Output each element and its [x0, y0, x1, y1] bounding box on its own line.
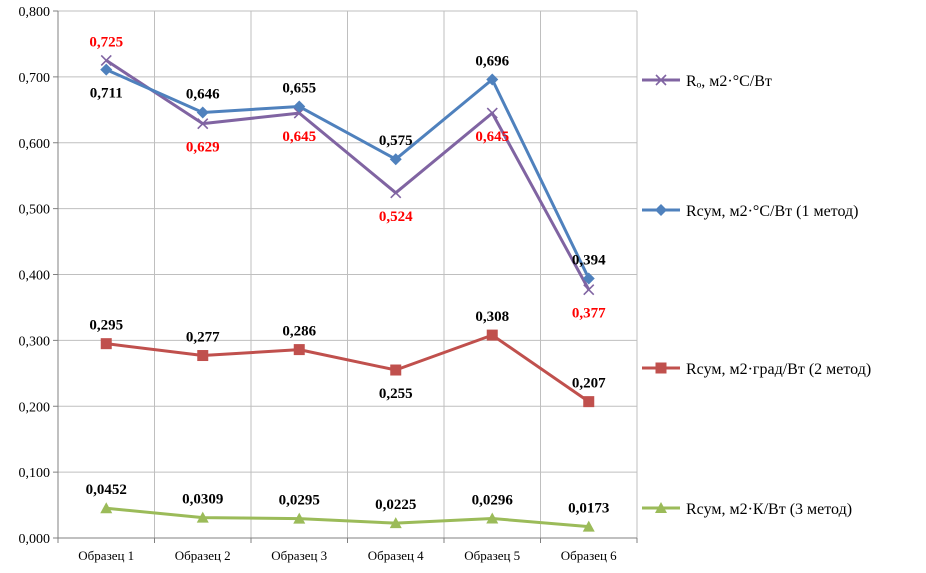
data-point-triangle-marker	[100, 502, 113, 514]
data-point-x-marker	[655, 74, 667, 86]
data-label: 0,308	[475, 309, 509, 325]
data-point-square-marker	[655, 362, 667, 374]
chart-data-labels: 0,725 0,629 0,645 0,524 0,645 0,377 0,711 0,646…	[86, 34, 610, 516]
data-label: 0,646	[186, 86, 220, 102]
data-point-triangle-marker	[293, 512, 306, 524]
data-label: 0,207	[572, 376, 606, 392]
series-line	[105, 68, 591, 280]
data-label: 0,0452	[86, 482, 127, 498]
data-label: 0,645	[475, 129, 509, 145]
legend-entry: Rₒ, м2·°С/Вт	[642, 73, 772, 90]
data-point-triangle-marker	[655, 502, 667, 513]
data-point-square-marker	[486, 329, 498, 341]
data-point-square-marker	[583, 396, 595, 408]
data-label: 0,286	[282, 324, 316, 340]
data-label: 0,711	[90, 86, 123, 102]
data-point-diamond-marker	[196, 106, 209, 119]
legend-entry: Rсум, м2·°С/Вт (1 метод)	[642, 203, 858, 220]
data-point-diamond-marker	[293, 100, 306, 113]
data-point-diamond-marker	[582, 272, 595, 285]
x-tick-label: Образец 3	[271, 548, 327, 563]
data-label: 0,394	[572, 252, 606, 268]
legend-entry: Rсум, м2·К/Вт (3 метод)	[642, 501, 852, 518]
data-point-x-marker	[486, 107, 498, 119]
data-point-triangle-marker	[389, 517, 402, 529]
data-label: 0,255	[379, 386, 413, 402]
data-point-square-marker	[100, 338, 112, 350]
series-line	[106, 506, 589, 529]
series-line	[105, 59, 591, 291]
data-point-diamond-marker	[389, 153, 402, 166]
data-point-square-marker	[390, 364, 402, 376]
data-label: 0,629	[186, 140, 220, 156]
x-tick-label: Образец 4	[368, 548, 424, 563]
data-point-diamond-marker	[655, 204, 667, 216]
series-line	[106, 333, 590, 403]
x-tick-label: Образец 1	[78, 548, 134, 563]
data-label: 0,0173	[568, 501, 609, 517]
data-point-x-marker	[197, 118, 209, 130]
chart-legend: Rₒ, м2·°С/Вт Rсум, м2·°С/Вт (1 метод) Rсум…	[642, 73, 871, 518]
data-label: 0,295	[89, 318, 123, 334]
data-point-x-marker	[390, 187, 402, 199]
chart-series	[100, 54, 595, 532]
data-label: 0,0309	[182, 492, 223, 508]
data-point-triangle-marker	[196, 511, 209, 523]
y-tick-label: 0,000	[19, 532, 51, 547]
legend-entry: Rсум, м2·град/Вт (2 метод)	[642, 361, 871, 378]
data-label: 0,0296	[472, 493, 514, 509]
data-point-triangle-marker	[486, 512, 499, 524]
legend-label: Rсум, м2·град/Вт (2 метод)	[686, 361, 871, 378]
data-point-diamond-marker	[100, 63, 113, 76]
x-tick-label: Образец 6	[561, 548, 617, 563]
data-point-square-marker	[293, 344, 305, 356]
data-label: 0,696	[475, 54, 509, 70]
data-point-diamond-marker	[486, 73, 499, 86]
x-tick-label: Образец 2	[175, 548, 231, 563]
data-label: 0,377	[572, 306, 606, 322]
data-label: 0,0295	[279, 493, 320, 509]
data-label: 0,725	[89, 34, 123, 50]
data-label: 0,575	[379, 133, 413, 149]
chart-grid	[57, 10, 638, 539]
y-tick-label: 0,400	[19, 269, 51, 284]
y-tick-label: 0,600	[19, 137, 51, 152]
y-tick-label: 0,300	[19, 334, 51, 349]
x-tick-label: Образец 5	[464, 548, 520, 563]
data-label: 0,524	[379, 209, 413, 225]
y-tick-label: 0,500	[19, 203, 51, 218]
y-tick-label: 0,800	[19, 5, 51, 20]
y-tick-label: 0,100	[19, 466, 51, 481]
data-point-x-marker	[583, 284, 595, 296]
legend-label: Rсум, м2·К/Вт (3 метод)	[686, 501, 852, 518]
data-point-square-marker	[197, 350, 209, 362]
data-point-triangle-marker	[582, 520, 595, 532]
data-label: 0,655	[282, 81, 316, 97]
y-tick-label: 0,700	[19, 71, 51, 86]
y-tick-label: 0,200	[19, 400, 51, 415]
legend-label: Rₒ, м2·°С/Вт	[686, 73, 772, 90]
data-label: 0,0225	[375, 497, 416, 513]
chart-axes: 0,000 0,100 0,200 0,300 0,400 0,500 0,600 0,700…	[19, 5, 638, 563]
data-point-x-marker	[100, 54, 112, 66]
legend-label: Rсум, м2·°С/Вт (1 метод)	[686, 203, 858, 220]
data-label: 0,277	[186, 330, 220, 346]
data-label: 0,645	[282, 129, 316, 145]
